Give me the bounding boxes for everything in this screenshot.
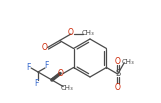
Text: F: F: [44, 61, 48, 70]
Text: O: O: [115, 83, 121, 91]
Text: S: S: [115, 70, 120, 78]
Text: CH₃: CH₃: [82, 30, 94, 36]
Text: O: O: [115, 57, 121, 66]
Text: O: O: [68, 28, 74, 37]
Text: O: O: [58, 69, 64, 78]
Text: CH₃: CH₃: [122, 59, 135, 65]
Text: F: F: [34, 78, 38, 88]
Polygon shape: [51, 74, 60, 81]
Text: O: O: [42, 43, 47, 52]
Text: F: F: [26, 64, 30, 73]
Text: CH₃: CH₃: [61, 84, 74, 91]
